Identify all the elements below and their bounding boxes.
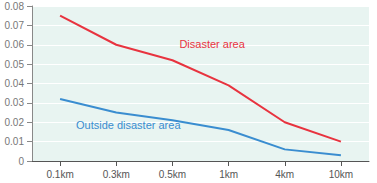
svg-text:Outside disaster area: Outside disaster area — [76, 119, 181, 131]
svg-text:1km: 1km — [219, 169, 238, 180]
svg-text:0.04: 0.04 — [5, 78, 25, 89]
svg-text:0.3km: 0.3km — [103, 169, 130, 180]
svg-text:0.01: 0.01 — [5, 136, 25, 147]
svg-text:0.03: 0.03 — [5, 97, 25, 108]
svg-text:0.5km: 0.5km — [159, 169, 186, 180]
svg-text:0.02: 0.02 — [5, 117, 25, 128]
svg-text:Disaster area: Disaster area — [179, 38, 245, 50]
svg-text:4km: 4km — [275, 169, 294, 180]
svg-text:0.05: 0.05 — [5, 59, 25, 70]
svg-text:0.07: 0.07 — [5, 20, 25, 31]
svg-text:0.06: 0.06 — [5, 39, 25, 50]
svg-text:0: 0 — [18, 156, 24, 167]
svg-text:0.08: 0.08 — [5, 1, 25, 12]
svg-text:10km: 10km — [329, 169, 353, 180]
svg-text:0.1km: 0.1km — [46, 169, 73, 180]
